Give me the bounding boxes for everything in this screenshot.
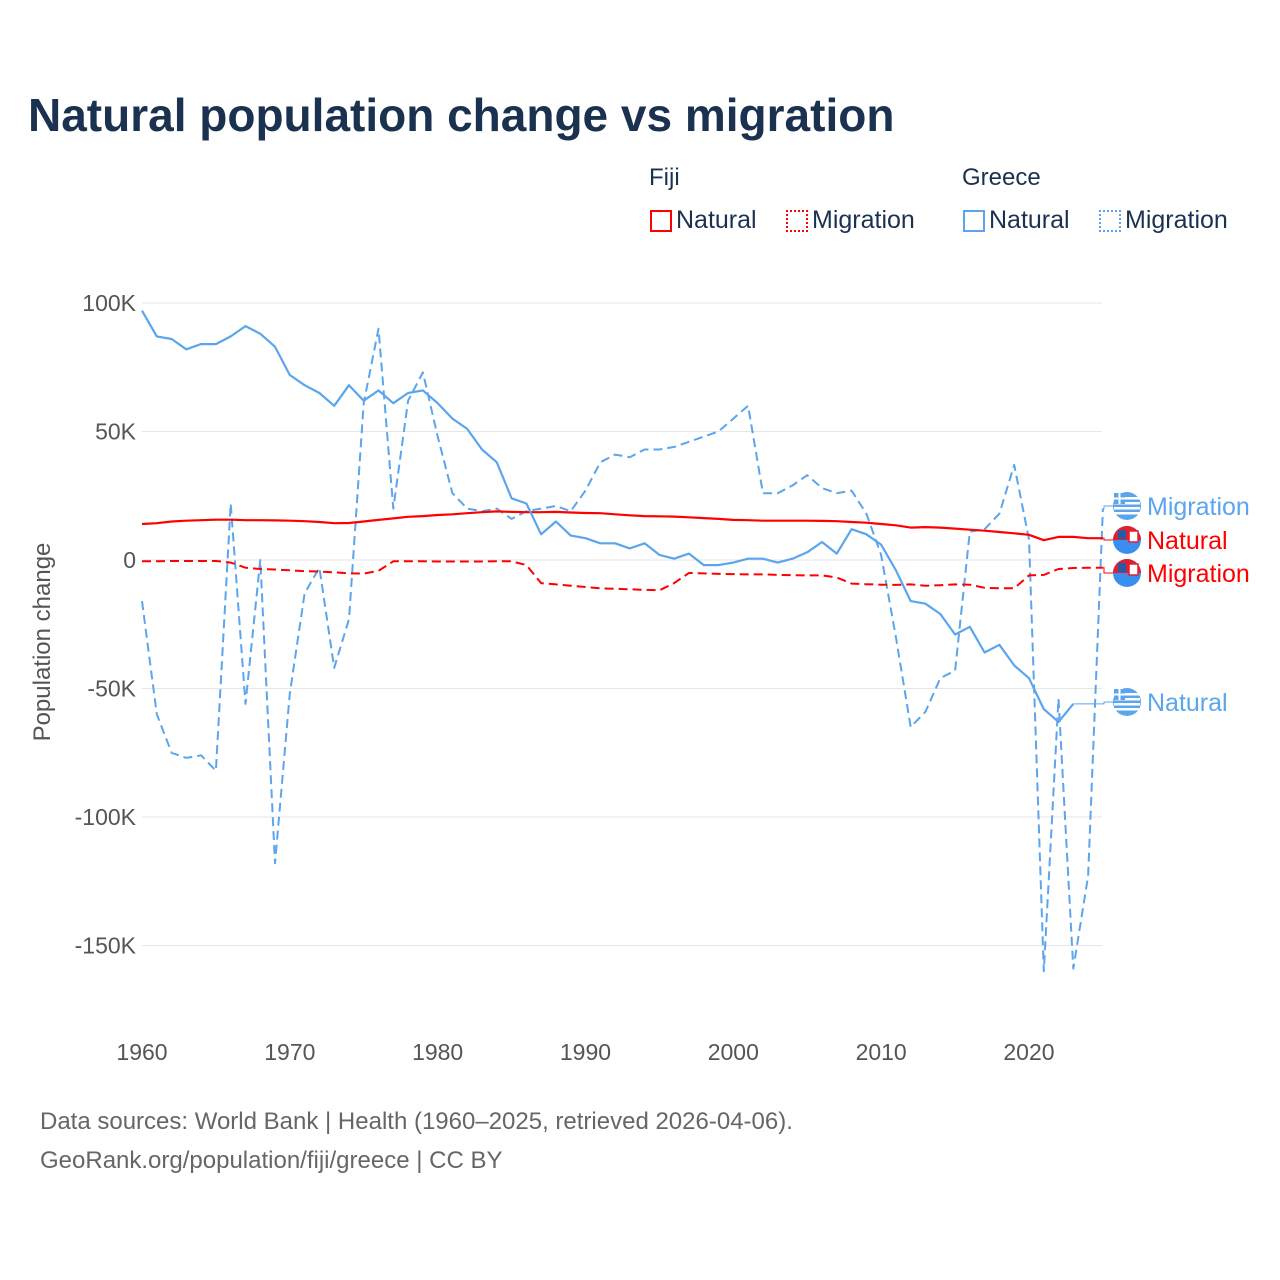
footer-sources: Data sources: World Bank | Health (1960–… xyxy=(40,1108,793,1135)
flag-stripe xyxy=(1114,708,1140,711)
series-end-label: Migration xyxy=(1147,493,1250,521)
flag-cross xyxy=(1114,497,1125,500)
legend-fiji-natural[interactable]: Natural xyxy=(650,206,757,235)
flag-stripe xyxy=(1114,512,1140,515)
flag-stripe xyxy=(1114,698,1140,701)
flag-union xyxy=(1118,530,1126,539)
label-connector xyxy=(1073,701,1114,705)
dotted-swatch-icon xyxy=(786,209,808,232)
legend-greece-natural[interactable]: Natural xyxy=(963,206,1070,235)
flag-shield xyxy=(1128,530,1139,543)
chart-title: Natural population change vs migration xyxy=(28,89,895,141)
legend-fiji-migration[interactable]: Migration xyxy=(786,206,915,235)
series-line-fiji-natural xyxy=(141,510,1103,542)
flag-stripe xyxy=(1114,507,1140,510)
x-tick-label: 2000 xyxy=(708,1039,759,1065)
dotted-swatch-icon xyxy=(1099,209,1121,232)
legend-label: Migration xyxy=(812,206,915,234)
series-line-greece-natural xyxy=(141,310,1075,724)
y-tick-label: 100K xyxy=(82,290,136,316)
legend-label: Natural xyxy=(676,206,757,234)
series-line-fiji-migration xyxy=(142,560,1103,592)
label-connector xyxy=(1102,567,1114,574)
label-connector xyxy=(1102,537,1114,541)
label-connector xyxy=(1102,505,1114,510)
x-tick-label: 2020 xyxy=(1003,1039,1054,1065)
series-line-greece-migration xyxy=(141,327,1104,973)
series-end-label: Natural xyxy=(1147,689,1228,717)
x-tick-label: 2010 xyxy=(856,1039,907,1065)
x-tick-label: 1980 xyxy=(412,1039,463,1065)
legend-group-greece: Greece xyxy=(962,164,1041,191)
legend-group-fiji: Fiji xyxy=(649,164,680,191)
legend-label: Migration xyxy=(1125,206,1228,234)
y-tick-label: 50K xyxy=(95,419,137,445)
series-end-label: Natural xyxy=(1147,527,1228,555)
x-tick-label: 1960 xyxy=(116,1039,167,1065)
series-end-label: Migration xyxy=(1147,560,1250,588)
x-tick-label: 1970 xyxy=(264,1039,315,1065)
flag-cross xyxy=(1114,693,1125,696)
flag-stripe xyxy=(1114,703,1140,706)
y-tick-label: -100K xyxy=(75,804,137,830)
y-tick-label: -50K xyxy=(87,676,136,702)
solid-swatch-icon xyxy=(963,209,985,232)
footer-link[interactable]: GeoRank.org/population/fiji/greece | CC … xyxy=(40,1147,503,1174)
solid-swatch-icon xyxy=(650,209,672,232)
legend-greece-migration[interactable]: Migration xyxy=(1099,206,1228,235)
flag-stripe xyxy=(1114,497,1140,500)
x-tick-label: 1990 xyxy=(560,1039,611,1065)
y-tick-label: -150K xyxy=(75,933,137,959)
flag-shield xyxy=(1128,563,1139,576)
flag-union xyxy=(1118,563,1126,572)
y-axis-label: Population change xyxy=(29,543,56,742)
legend-label: Natural xyxy=(989,206,1070,234)
y-tick-label: 0 xyxy=(123,547,136,573)
flag-stripe xyxy=(1114,693,1140,696)
flag-stripe xyxy=(1114,502,1140,505)
